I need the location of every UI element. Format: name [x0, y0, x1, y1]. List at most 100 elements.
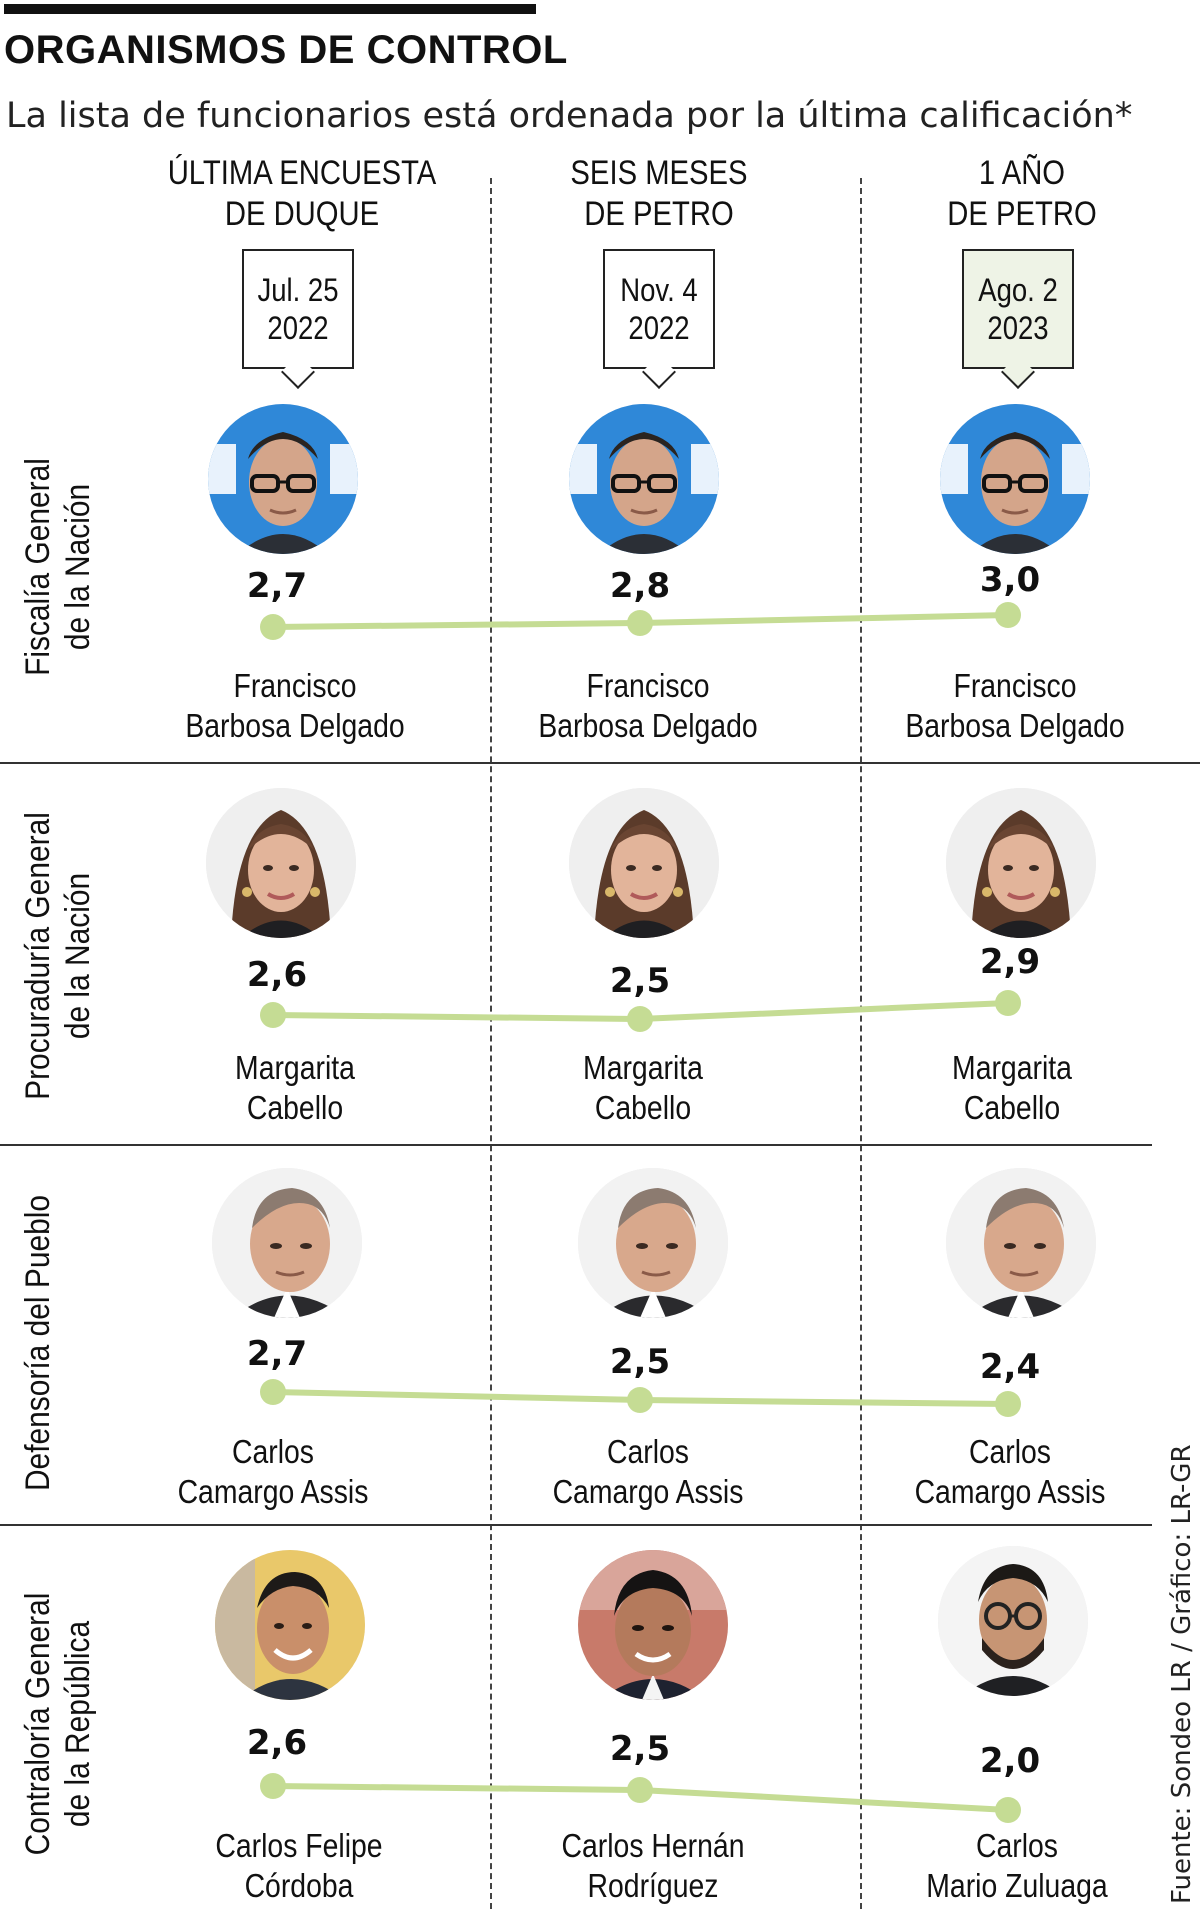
name-line: Córdoba: [244, 1867, 354, 1904]
avatar-camargo: [578, 1168, 728, 1318]
official-name: Carlos Hernán Rodríguez: [503, 1826, 803, 1906]
name-line: Francisco: [586, 667, 710, 704]
column-divider: [490, 178, 492, 1909]
official-name: Francisco Barbosa Delgado: [865, 666, 1165, 746]
row-label-line: de la Nación: [59, 483, 97, 651]
callout-pointer: [1001, 355, 1035, 389]
data-point: [627, 610, 653, 636]
data-point: [627, 1777, 653, 1803]
score-label: 2,5: [609, 961, 671, 1001]
score-label: 2,6: [246, 1723, 308, 1763]
name-line: Margarita: [235, 1049, 355, 1086]
callout-pointer: [281, 355, 315, 389]
name-line: Carlos: [975, 1827, 1058, 1864]
name-line: Barbosa Delgado: [905, 707, 1125, 744]
data-point: [260, 1773, 286, 1799]
score-label: 2,7: [246, 1334, 308, 1374]
column-divider: [860, 178, 862, 1909]
avatar-cabello: [206, 788, 356, 938]
score-label: 2,5: [609, 1342, 671, 1382]
data-point: [995, 1391, 1021, 1417]
column-header-line: 1 AÑO: [978, 154, 1066, 192]
official-name: Francisco Barbosa Delgado: [498, 666, 798, 746]
row-label-fiscalia: Fiscalía General de la Nación: [18, 377, 98, 757]
avatar-barbosa: [208, 404, 358, 554]
score-label: 2,4: [979, 1347, 1041, 1387]
name-line: Margarita: [583, 1049, 703, 1086]
official-name: Carlos Camargo Assis: [860, 1432, 1160, 1512]
score-label: 2,8: [609, 566, 671, 606]
row-label-defensoria: Defensoría del Pueblo: [18, 1163, 58, 1523]
series-line: [270, 1389, 1011, 1407]
official-name: Carlos Camargo Assis: [123, 1432, 423, 1512]
avatar-cordoba: [215, 1550, 365, 1700]
name-line: Carlos Hernán: [561, 1827, 745, 1864]
data-point: [627, 1387, 653, 1413]
row-label-line: Defensoría del Pueblo: [19, 1194, 57, 1492]
score-label: 2,7: [246, 566, 308, 606]
data-point: [260, 614, 286, 640]
row-label-line: Procuraduría General: [19, 812, 57, 1100]
column-header-line: DE PETRO: [947, 195, 1097, 233]
name-line: Francisco: [233, 667, 357, 704]
source-credit: Fuente: Sondeo LR / Gráfico: LR-GR: [1167, 1444, 1197, 1904]
series-line: [270, 1000, 1011, 1023]
name-line: Cabello: [246, 1089, 344, 1126]
name-line: Cabello: [594, 1089, 692, 1126]
official-name: Margarita Cabello: [862, 1048, 1162, 1128]
row-divider: [0, 762, 1200, 764]
name-line: Barbosa Delgado: [538, 707, 758, 744]
date-line: 2023: [987, 310, 1049, 346]
row-label-procuraduria: Procuraduría General de la Nación: [18, 756, 98, 1156]
date-line: 2022: [628, 310, 690, 346]
data-point: [995, 1797, 1021, 1823]
score-label: 2,6: [246, 955, 308, 995]
name-line: Cabello: [963, 1089, 1061, 1126]
column-header-1: ÚLTIMA ENCUESTA DE DUQUE: [164, 153, 439, 235]
name-line: Camargo Assis: [914, 1473, 1106, 1510]
top-rule: [4, 4, 536, 14]
data-point: [260, 1379, 286, 1405]
name-line: Carlos: [968, 1433, 1051, 1470]
row-label-contraloria: Contraloría General de la República: [18, 1524, 98, 1924]
name-line: Carlos Felipe: [215, 1827, 383, 1864]
avatar-camargo: [212, 1168, 362, 1318]
date-line: Jul. 25: [257, 272, 339, 308]
data-point: [995, 990, 1021, 1016]
row-label-line: Contraloría General: [19, 1592, 57, 1856]
avatar-camargo: [946, 1168, 1096, 1318]
official-name: Carlos Mario Zuluaga: [867, 1826, 1167, 1906]
name-line: Rodríguez: [587, 1867, 719, 1904]
column-header-line: DE PETRO: [584, 195, 734, 233]
date-line: Ago. 2: [978, 272, 1058, 308]
column-header-3: 1 AÑO DE PETRO: [884, 153, 1159, 235]
name-line: Carlos: [606, 1433, 689, 1470]
date-line: Nov. 4: [620, 272, 698, 308]
avatar-cabello: [569, 788, 719, 938]
official-name: Carlos Felipe Córdoba: [149, 1826, 449, 1906]
name-line: Camargo Assis: [552, 1473, 744, 1510]
name-line: Carlos: [231, 1433, 314, 1470]
row-divider: [0, 1524, 1152, 1526]
name-line: Francisco: [953, 667, 1077, 704]
data-point: [260, 1002, 286, 1028]
column-header-line: ÚLTIMA ENCUESTA: [167, 154, 437, 192]
avatar-barbosa: [940, 404, 1090, 554]
official-name: Francisco Barbosa Delgado: [145, 666, 445, 746]
avatar-barbosa: [569, 404, 719, 554]
avatar-cabello: [946, 788, 1096, 938]
row-label-line: de la Nación: [59, 872, 97, 1040]
data-point: [995, 602, 1021, 628]
date-callout-3: Ago. 2 2023: [962, 249, 1074, 389]
page-title: ORGANISMOS DE CONTROL: [4, 28, 568, 72]
column-header-2: SEIS MESES DE PETRO: [521, 153, 796, 235]
callout-pointer: [642, 355, 676, 389]
column-header-line: SEIS MESES: [570, 154, 748, 192]
official-name: Carlos Camargo Assis: [498, 1432, 798, 1512]
avatar-zuluaga: [938, 1546, 1088, 1696]
score-label: 3,0: [979, 560, 1041, 600]
data-point: [627, 1006, 653, 1032]
series-line: [270, 612, 1011, 630]
date-callout-2: Nov. 4 2022: [603, 249, 715, 389]
name-line: Margarita: [952, 1049, 1072, 1086]
